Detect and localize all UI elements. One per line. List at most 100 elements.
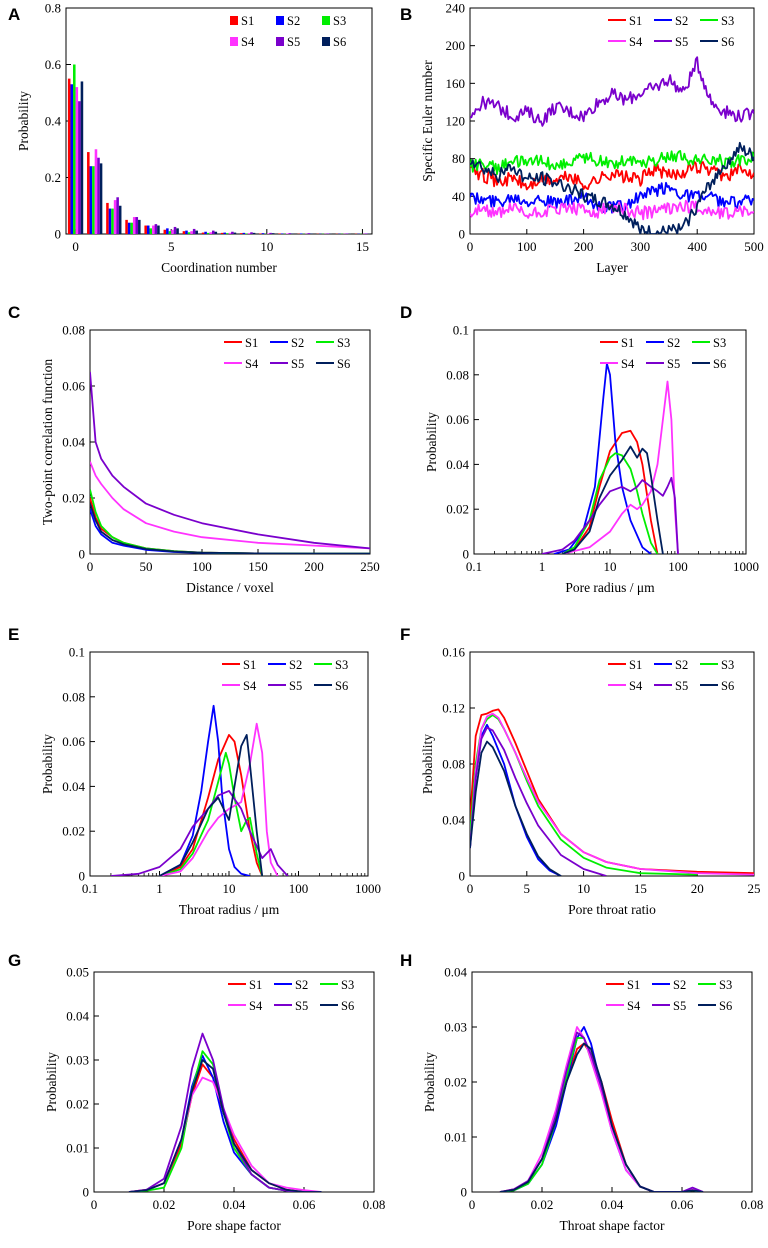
legend-label-s3: S3 xyxy=(337,336,350,350)
y-tick-label: 0.8 xyxy=(45,1,61,16)
series-line-s5 xyxy=(470,726,607,876)
y-tick-label: 120 xyxy=(446,114,466,129)
bar-s5-11 xyxy=(288,233,292,234)
series-line-s6 xyxy=(499,1042,704,1192)
legend-label-s6: S6 xyxy=(721,35,734,49)
panel-b: B 0 40 80 120 160 200 240 0 100 200 300 400 500 Layer S… xyxy=(400,1,764,276)
y-tick-label: 0.04 xyxy=(62,779,85,794)
series-line-s4 xyxy=(159,722,279,876)
y-tick-label: 0.6 xyxy=(45,57,62,72)
bar-s5-1 xyxy=(97,157,100,234)
x-axis-label: Pore radius / μm xyxy=(565,580,655,595)
series-line-s5 xyxy=(110,790,289,876)
bar-s5-15 xyxy=(364,233,368,234)
data-layer xyxy=(90,371,370,554)
panel-f: F 0 0.04 0.08 0.12 0.16 0 5 10 15 20 25 Pore throat … xyxy=(400,625,761,917)
legend-swatch-s1 xyxy=(230,16,238,25)
x-axis-label: Throat radius / μm xyxy=(179,902,280,917)
x-tick-label: 0.1 xyxy=(466,559,482,574)
y-tick-label: 0.06 xyxy=(62,379,85,394)
x-tick-label: 1000 xyxy=(733,559,759,574)
series-line-s1 xyxy=(499,1042,704,1192)
x-tick-label: 200 xyxy=(304,559,324,574)
legend-label-s5: S5 xyxy=(289,679,302,693)
y-tick-label: 0 xyxy=(79,547,86,562)
bar-s6-5 xyxy=(176,228,179,234)
x-tick-label: 10 xyxy=(604,559,617,574)
series-line-s5 xyxy=(128,1032,322,1192)
x-tick-label: 0 xyxy=(87,559,94,574)
series-line-s2 xyxy=(553,362,652,554)
bar-s6-6 xyxy=(195,230,198,234)
panel-e: E 0 0.02 0.04 0.06 0.08 0.1 0.1 1 10 100 1000 Throat… xyxy=(8,625,381,917)
legend-label-s6: S6 xyxy=(333,35,346,49)
x-tick-label: 250 xyxy=(360,559,380,574)
legend-label-s3: S3 xyxy=(335,658,348,672)
bar-s6-9 xyxy=(252,232,256,234)
legend-label-s2: S2 xyxy=(667,336,680,350)
y-axis-label: Probability xyxy=(420,734,435,794)
y-tick-label: 0.4 xyxy=(45,114,62,129)
series-line-s1 xyxy=(159,734,264,876)
data-layer xyxy=(499,1026,704,1192)
y-tick-label: 0.12 xyxy=(442,701,465,716)
y-tick-label: 0 xyxy=(459,227,466,242)
bar-s3-8 xyxy=(226,233,229,234)
y-tick-label: 0.1 xyxy=(69,645,85,660)
y-tick-label: 0.08 xyxy=(62,689,85,704)
x-tick-label: 5 xyxy=(168,239,175,254)
bar-s3-4 xyxy=(149,228,153,234)
x-axis-label: Pore shape factor xyxy=(187,1218,281,1233)
legend-label-s5: S5 xyxy=(291,357,304,371)
legend-label-s6: S6 xyxy=(337,357,350,371)
y-axis-label: Probability xyxy=(422,1052,437,1112)
bar-s1-10 xyxy=(259,233,262,234)
bar-s6-1 xyxy=(99,163,103,234)
x-tick-label: 25 xyxy=(748,881,761,896)
legend-label-s4: S4 xyxy=(249,999,263,1013)
bar-s2-1 xyxy=(89,166,93,234)
legend-label-s6: S6 xyxy=(719,999,732,1013)
data-layer xyxy=(541,362,679,554)
legend-label-s2: S2 xyxy=(287,14,300,28)
bar-s5-10 xyxy=(269,232,272,234)
x-tick-label: 400 xyxy=(687,239,707,254)
legend-label-s4: S4 xyxy=(245,357,259,371)
bar-s5-7 xyxy=(211,230,215,234)
legend-label-s2: S2 xyxy=(291,336,304,350)
y-tick-label: 0.04 xyxy=(446,457,469,472)
legend-label-s4: S4 xyxy=(243,679,257,693)
series-line-s6 xyxy=(90,503,370,554)
y-tick-label: 0.04 xyxy=(66,1009,89,1024)
x-tick-label: 0 xyxy=(467,239,474,254)
series-line-s2 xyxy=(470,181,754,214)
x-axis-label: Pore throat ratio xyxy=(568,902,656,917)
series-line-s6 xyxy=(470,740,562,876)
bar-s1-6 xyxy=(182,231,186,234)
bar-s5-14 xyxy=(345,233,349,234)
bar-s2-0 xyxy=(70,84,74,234)
y-tick-label: 0 xyxy=(55,227,62,242)
bar-s4-5 xyxy=(171,229,174,234)
bar-s5-2 xyxy=(116,197,119,234)
x-axis-label: Distance / voxel xyxy=(186,580,274,595)
legend-label-s2: S2 xyxy=(295,978,308,992)
bar-s2-3 xyxy=(127,222,131,234)
x-tick-label: 0.04 xyxy=(223,1197,246,1212)
legend-label-s1: S1 xyxy=(629,14,642,28)
series-line-s4 xyxy=(562,380,679,554)
x-tick-label: 10 xyxy=(260,239,273,254)
x-tick-label: 0.08 xyxy=(741,1197,764,1212)
legend-label-s2: S2 xyxy=(675,658,688,672)
y-tick-label: 0.04 xyxy=(62,435,85,450)
bar-s4-11 xyxy=(285,233,289,234)
legend-label-s5: S5 xyxy=(295,999,308,1013)
bar-s6-0 xyxy=(80,81,84,234)
y-tick-label: 0 xyxy=(79,869,86,884)
panel-label: B xyxy=(400,5,412,24)
legend-label-s3: S3 xyxy=(341,978,354,992)
legend-swatch-s6 xyxy=(322,37,330,46)
series-line-s3 xyxy=(128,1050,322,1192)
y-tick-label: 0.04 xyxy=(442,813,465,828)
bar-s2-10 xyxy=(261,233,265,234)
